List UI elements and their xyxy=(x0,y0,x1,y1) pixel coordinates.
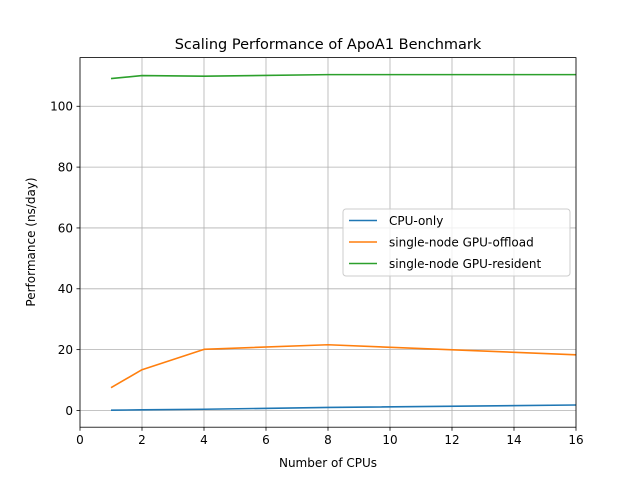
x-tick-label: 16 xyxy=(568,433,583,447)
series-line-cpu-only xyxy=(110,404,577,411)
x-tick-label: 0 xyxy=(76,433,84,447)
legend-label: single-node GPU-offload xyxy=(389,235,534,249)
x-tick-label: 14 xyxy=(506,433,521,447)
chart-title: Scaling Performance of ApoA1 Benchmark xyxy=(175,37,482,53)
x-axis-ticks: 0 2 4 6 8 10 12 14 16 xyxy=(76,427,584,447)
x-tick-label: 12 xyxy=(444,433,459,447)
legend-label: single-node GPU-resident xyxy=(389,257,542,271)
series-lines xyxy=(110,73,577,411)
y-tick-label: 60 xyxy=(58,221,73,235)
series-line-single-node-gpu-resident xyxy=(110,73,576,80)
series-line-single-node-gpu-offload xyxy=(110,343,577,389)
legend-box xyxy=(342,208,571,277)
legend-label: CPU-only xyxy=(389,214,443,228)
x-tick-label: 4 xyxy=(200,433,208,447)
y-tick-label: 20 xyxy=(58,343,73,357)
y-tick-label: 100 xyxy=(50,100,73,114)
x-tick-label: 10 xyxy=(382,433,397,447)
y-axis-label: Performance (ns/day) xyxy=(24,177,38,306)
x-tick-label: 8 xyxy=(324,433,332,447)
y-tick-label: 80 xyxy=(58,160,73,174)
y-tick-label: 40 xyxy=(58,282,73,296)
legend: CPU-only single-node GPU-offload single-no… xyxy=(342,208,571,277)
x-tick-label: 6 xyxy=(262,433,270,447)
y-tick-label: 0 xyxy=(65,404,73,418)
y-axis-ticks: 0 20 40 60 80 100 xyxy=(50,100,80,418)
x-tick-label: 2 xyxy=(138,433,146,447)
x-axis-label: Number of CPUs xyxy=(279,456,377,470)
